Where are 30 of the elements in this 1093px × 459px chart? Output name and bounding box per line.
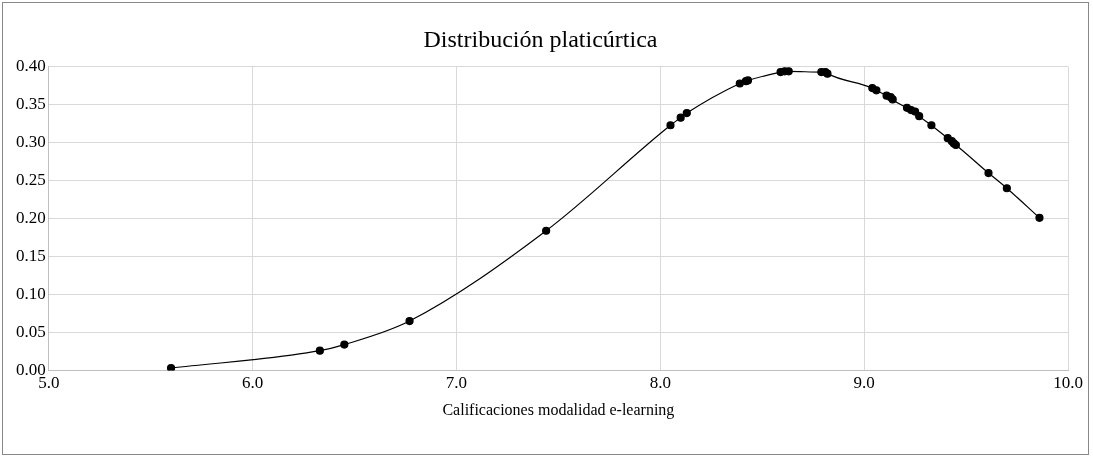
chart-title: Distribución platicúrtica xyxy=(423,25,658,52)
x-tick-label: 7.0 xyxy=(445,373,468,393)
point xyxy=(927,121,936,130)
point xyxy=(676,113,685,122)
y-tick-label: 0.20 xyxy=(16,208,46,228)
y-tick-label: 0.35 xyxy=(16,94,46,114)
y-tick-label: 0.25 xyxy=(16,170,46,190)
point xyxy=(872,86,881,95)
point xyxy=(542,226,551,235)
point xyxy=(666,121,675,130)
point xyxy=(984,168,993,178)
point xyxy=(915,112,924,121)
point xyxy=(682,109,691,118)
point xyxy=(340,340,349,349)
y-tick-label: 0.05 xyxy=(16,321,46,341)
point xyxy=(166,364,176,371)
x-axis-title: Calificaciones modalidad e-learning xyxy=(442,400,675,419)
x-tick-label: 9.0 xyxy=(853,373,875,393)
y-tick-label: 0.10 xyxy=(16,283,46,303)
y-tick-label: 0.15 xyxy=(16,246,46,266)
x-tick-label: 10.0 xyxy=(1053,373,1083,393)
point xyxy=(405,316,414,326)
point xyxy=(1002,184,1011,193)
point xyxy=(735,79,744,88)
x-tick-label: 8.0 xyxy=(649,373,671,393)
y-tick-label: 0.30 xyxy=(16,132,46,152)
y-tick-label: 0.40 xyxy=(16,56,46,76)
point xyxy=(315,346,324,355)
point xyxy=(1035,213,1044,222)
x-tick-label: 6.0 xyxy=(241,373,264,393)
